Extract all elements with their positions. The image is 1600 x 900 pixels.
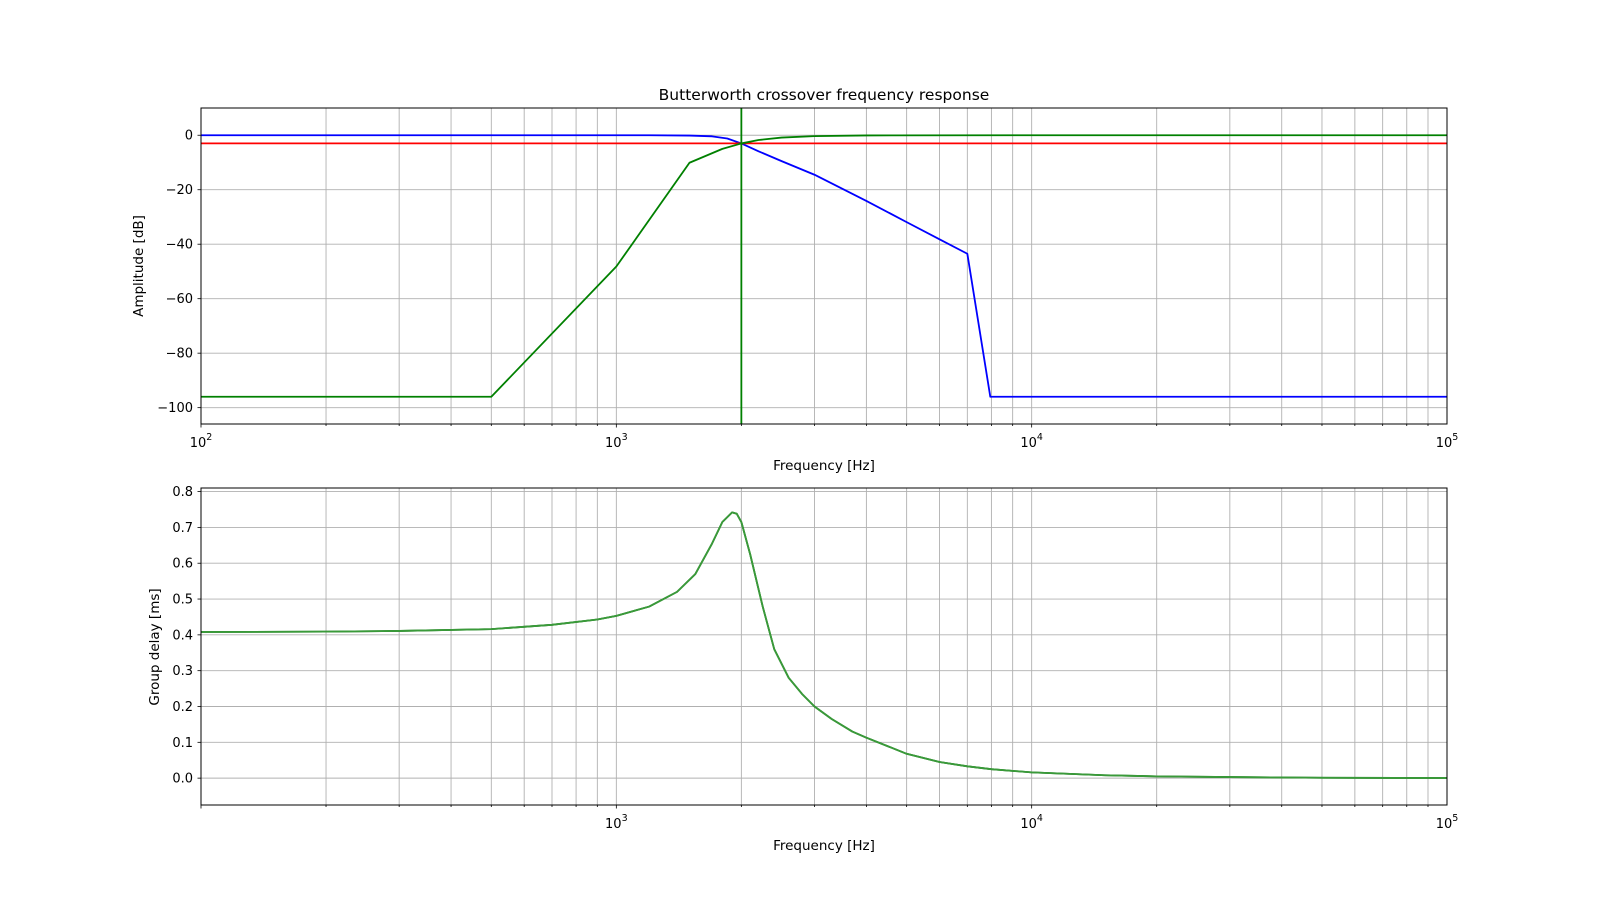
group-delay-y-tick-label: 0.3 (172, 664, 193, 679)
group-delay-x-tick-label: 104 (1020, 813, 1043, 832)
amplitude-y-ticks: 0 −20 −40 −60 −80 −100 (157, 129, 201, 416)
amplitude-y-tick-label: −60 (166, 292, 193, 307)
group-delay-x-axis-label: Frequency [Hz] (773, 838, 875, 854)
group-delay-x-tick-label: 105 (1436, 813, 1459, 832)
group-delay-y-axis-label: Group delay [ms] (147, 588, 163, 705)
amplitude-y-tick-label: 0 (185, 129, 193, 144)
chart-title: Butterworth crossover frequency response (659, 86, 990, 104)
group-delay-y-tick-label: 0.7 (172, 521, 193, 536)
group-delay-x-ticks: 103 104 105 (200, 805, 1459, 832)
group-delay-series-line (200, 511, 1448, 779)
amplitude-y-axis-label: Amplitude [dB] (131, 215, 147, 317)
group-delay-x-tick-label: 103 (605, 813, 628, 832)
amplitude-series (201, 108, 1447, 424)
amplitude-series-line (201, 134, 1447, 398)
amplitude-panel: 0 −20 −40 −60 −80 −100 102 103 104 105 Butterwor… (131, 86, 1458, 474)
amplitude-x-axis-label: Frequency [Hz] (773, 458, 875, 474)
group-delay-y-tick-label: 0.1 (172, 736, 193, 751)
group-delay-y-tick-label: 0.5 (172, 593, 193, 608)
group-delay-series (200, 511, 1448, 779)
amplitude-grid (200, 108, 1448, 424)
amplitude-y-tick-label: −40 (166, 238, 193, 253)
group-delay-y-tick-label: 0.2 (172, 700, 193, 715)
group-delay-panel: 0.0 0.1 0.2 0.3 0.4 0.5 0.6 0.7 0.8 103 104 105 Fr… (147, 485, 1458, 854)
amplitude-x-tick-label: 105 (1436, 432, 1459, 451)
amplitude-x-tick-label: 102 (190, 432, 213, 451)
amplitude-y-tick-label: −80 (166, 347, 193, 362)
group-delay-grid (200, 488, 1448, 805)
group-delay-y-tick-label: 0.4 (172, 628, 193, 643)
group-delay-y-tick-label: 0.8 (172, 485, 193, 500)
amplitude-series-line (201, 134, 1447, 398)
amplitude-x-tick-label: 103 (605, 432, 628, 451)
amplitude-axes-frame (200, 107, 1448, 425)
group-delay-y-tick-label: 0.6 (172, 557, 193, 572)
amplitude-x-tick-label: 104 (1020, 432, 1043, 451)
amplitude-x-ticks: 102 103 104 105 (190, 424, 1459, 451)
group-delay-axes-frame (200, 487, 1448, 806)
group-delay-y-tick-label: 0.0 (172, 772, 193, 787)
amplitude-y-tick-label: −20 (166, 183, 193, 198)
group-delay-y-ticks: 0.0 0.1 0.2 0.3 0.4 0.5 0.6 0.7 0.8 (172, 485, 201, 787)
amplitude-y-tick-label: −100 (157, 401, 193, 416)
group-delay-series-line (200, 511, 1448, 779)
